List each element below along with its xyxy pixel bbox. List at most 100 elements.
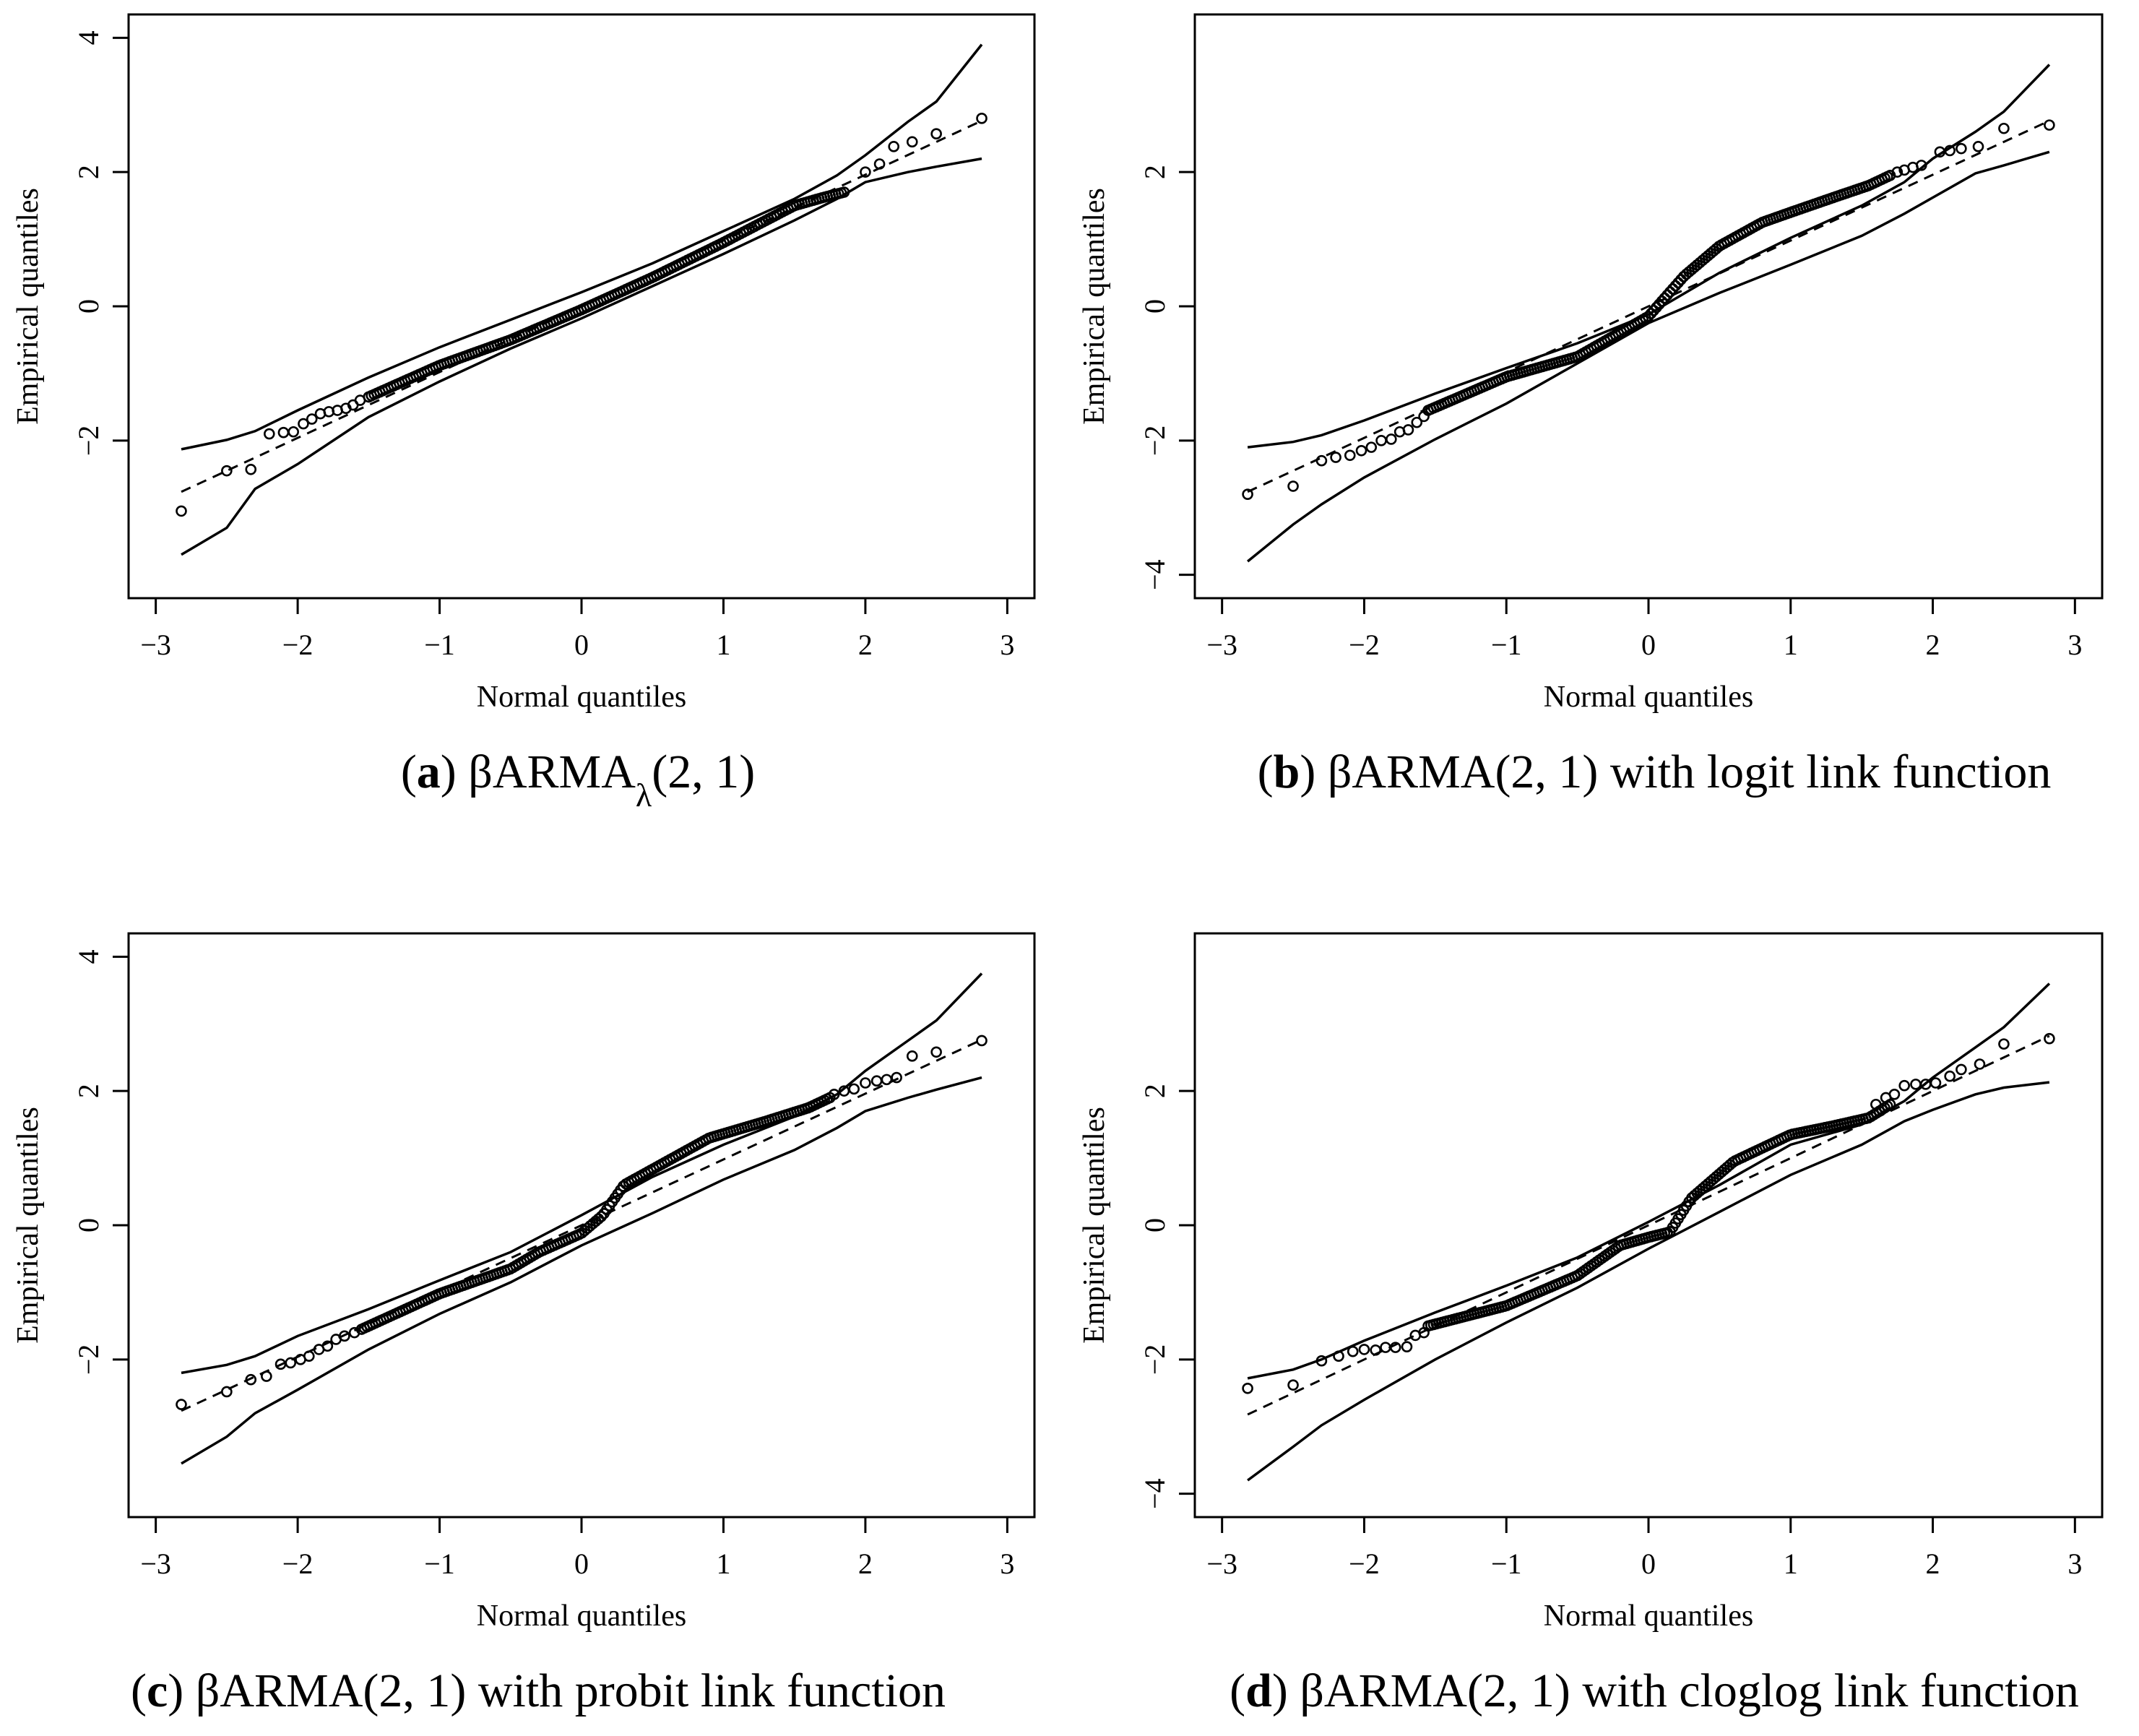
x-tick-label: −2 — [282, 629, 314, 661]
empirical-point — [363, 391, 375, 403]
x-tick-label: −1 — [424, 1547, 455, 1580]
empirical-point — [1972, 141, 1984, 152]
empirical-point — [1910, 1079, 1922, 1090]
empirical-point — [176, 1399, 187, 1410]
empirical-point — [1330, 452, 1341, 463]
empirical-point — [245, 463, 257, 475]
empirical-points-dense — [355, 1092, 836, 1335]
x-axis: −3 −2 −1 0 1 2 3 — [1206, 1517, 2082, 1580]
empirical-point — [1411, 416, 1423, 428]
empirical-point — [1418, 410, 1430, 423]
empirical-point — [906, 1050, 918, 1062]
envelope-lower-line — [1247, 1081, 2050, 1482]
empirical-point — [1956, 1063, 1967, 1076]
empirical-point — [888, 141, 900, 152]
empirical-point — [1944, 144, 1956, 157]
empirical-point — [881, 1074, 893, 1086]
x-tick-label: −3 — [1206, 1547, 1237, 1580]
x-tick-label: −1 — [424, 629, 455, 661]
panel-a: −3 −2 −1 0 1 2 3 −2 0 2 4 Normal quantiles Empirical… — [12, 13, 1036, 813]
empirical-point — [1974, 1058, 1986, 1070]
y-axis: −4 −2 0 2 — [1138, 1084, 1195, 1509]
empirical-point — [860, 1077, 871, 1089]
empirical-point — [1870, 1098, 1882, 1110]
envelope-upper-line — [1247, 983, 2051, 1380]
empirical-point — [906, 136, 918, 148]
x-axis: −3 −2 −1 0 1 2 3 — [140, 1517, 1014, 1580]
empirical-point — [288, 426, 299, 438]
empirical-point — [1916, 160, 1927, 171]
x-tick-label: 2 — [858, 1547, 873, 1580]
reference-line — [1247, 119, 2050, 493]
y-tick-label: 4 — [72, 949, 105, 964]
envelope-lower-line — [181, 1076, 982, 1465]
empirical-point — [1898, 1079, 1910, 1092]
envelope-upper-line — [181, 972, 983, 1375]
empirical-point — [1930, 1077, 1942, 1089]
empirical-point — [1333, 1350, 1344, 1362]
empirical-point — [1389, 1342, 1401, 1353]
empirical-point — [976, 113, 988, 124]
empirical-point — [261, 1370, 272, 1382]
empirical-points-tails — [176, 113, 988, 517]
empirical-point — [1315, 1355, 1328, 1367]
empirical-point — [2044, 1032, 2055, 1045]
y-tick-label: −4 — [1138, 559, 1171, 590]
x-tick-label: 0 — [574, 629, 589, 661]
x-axis: −3 −2 −1 0 1 2 3 — [140, 598, 1014, 661]
empirical-point — [1998, 1038, 2010, 1050]
empirical-point — [1375, 435, 1387, 446]
empirical-point — [245, 1373, 257, 1386]
empirical-points-tails — [176, 1035, 988, 1410]
y-tick-label: 2 — [72, 165, 105, 179]
x-tick-label: −1 — [1491, 1547, 1522, 1580]
y-tick-label: 2 — [72, 1084, 105, 1098]
empirical-point — [1402, 424, 1414, 436]
y-axis-title: Empirical quantiles — [1078, 1107, 1111, 1344]
empirical-point — [176, 505, 187, 517]
x-tick-label: 2 — [858, 629, 873, 661]
empirical-point — [1401, 1341, 1413, 1352]
x-tick-label: 1 — [716, 629, 730, 661]
x-tick-label: −3 — [140, 1547, 171, 1580]
panel-caption: (a) βARMAλ(2, 1) — [401, 746, 755, 813]
y-tick-label: −2 — [1138, 426, 1171, 457]
x-tick-label: 3 — [2067, 629, 2082, 661]
x-tick-label: 0 — [1641, 1547, 1656, 1580]
empirical-point — [1287, 1379, 1299, 1391]
empirical-point — [277, 426, 290, 439]
panel-b: −3 −2 −1 0 1 2 3 −4 −2 0 2 Normal quantiles Empirica… — [1078, 13, 2104, 798]
empirical-point — [1956, 142, 1967, 155]
envelope-lower-line — [181, 157, 982, 556]
empirical-point — [595, 1211, 608, 1222]
x-tick-label: 0 — [1641, 629, 1656, 661]
y-axis-title: Empirical quantiles — [12, 1107, 45, 1344]
empirical-point — [1888, 1089, 1901, 1100]
y-axis: −4 −2 0 2 — [1138, 165, 1195, 590]
x-tick-label: 2 — [1926, 1547, 1940, 1580]
empirical-point — [1355, 444, 1367, 457]
empirical-point — [1344, 449, 1356, 462]
y-axis: −2 0 2 4 — [72, 949, 129, 1375]
empirical-point — [1358, 1344, 1370, 1355]
x-axis-title: Normal quantiles — [1544, 681, 1753, 714]
empirical-point — [348, 1326, 360, 1339]
empirical-point — [221, 1386, 233, 1398]
x-tick-label: 3 — [1000, 1547, 1014, 1580]
y-axis-title: Empirical quantiles — [1078, 188, 1111, 425]
x-tick-label: 1 — [1784, 629, 1798, 661]
x-tick-label: 2 — [1926, 629, 1940, 661]
y-axis-title: Empirical quantiles — [12, 188, 45, 425]
y-tick-label: −2 — [1138, 1344, 1171, 1376]
empirical-point — [298, 418, 309, 430]
empirical-point — [848, 1083, 860, 1095]
empirical-point — [1242, 488, 1253, 500]
y-tick-label: −4 — [1138, 1478, 1171, 1509]
empirical-point — [1386, 433, 1397, 445]
y-axis: −2 0 2 4 — [72, 30, 129, 456]
envelope-lower-line — [1246, 150, 2050, 563]
empirical-point — [930, 128, 942, 139]
empirical-point — [339, 1330, 350, 1342]
envelope-upper-line — [181, 43, 983, 451]
